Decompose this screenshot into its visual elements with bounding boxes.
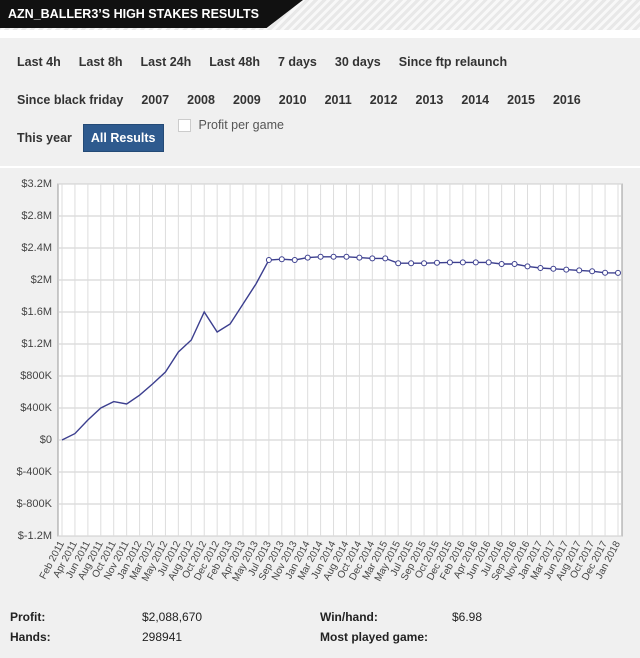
stats: Profit: $2,088,670 Win/hand: $6.98 Hands: 298… — [0, 604, 640, 658]
stat-value: $2,088,670 — [142, 610, 203, 624]
point-marker[interactable] — [459, 259, 466, 266]
y-tick-label: $2M — [31, 274, 52, 286]
point-marker[interactable] — [576, 267, 583, 274]
point-marker[interactable] — [395, 260, 402, 267]
y-tick-label: $0 — [40, 434, 52, 446]
point-marker[interactable] — [472, 259, 479, 266]
filter-row: Last 4h Last 8h Last 24h Last 48h 7 days 30 d… — [10, 49, 518, 75]
y-tick-label: $2.4M — [21, 242, 52, 254]
stat-value: 298941 — [142, 630, 183, 644]
point-marker[interactable] — [511, 261, 518, 267]
filter-button[interactable]: 2015 — [507, 93, 535, 107]
point-marker[interactable] — [408, 260, 415, 267]
stat-label: Profit: — [10, 610, 46, 624]
chart-panel: $-1.2M $-800K $-400K $0 $400K $800K $1.2M $1.6M… — [0, 168, 640, 604]
filter-button[interactable]: 2010 — [278, 93, 307, 107]
point-marker[interactable] — [498, 261, 505, 267]
point-marker[interactable] — [602, 269, 609, 276]
filter-button[interactable]: Last 4h — [17, 55, 61, 69]
filter-panel: Last 4h Last 8h Last 24h Last 48h 7 days 30 d… — [0, 38, 640, 166]
y-tick-label: $800K — [20, 370, 52, 382]
filter-button[interactable]: Last 48h — [209, 55, 260, 69]
filter-button[interactable]: Last 24h — [140, 55, 192, 69]
y-tick-label: $2.8M — [21, 210, 52, 222]
stat-label: Win/hand: — [320, 610, 378, 624]
y-tick-label: $-400K — [17, 466, 53, 478]
point-marker[interactable] — [291, 257, 298, 263]
point-marker[interactable] — [330, 253, 337, 260]
filter-button[interactable]: 2009 — [232, 93, 261, 107]
y-tick-label: $1.2M — [21, 338, 52, 350]
stat-label: Most played game: — [320, 630, 429, 644]
page-title: AZN_BALLER3’S HIGH STAKES RESULTS — [0, 0, 303, 28]
point-marker[interactable] — [550, 265, 557, 272]
point-marker[interactable] — [317, 253, 324, 260]
point-marker[interactable] — [265, 257, 272, 263]
filter-button[interactable]: 2012 — [369, 93, 398, 107]
filter-button[interactable]: Last 8h — [78, 55, 123, 69]
filter-row: Since black friday 2007 2008 2009 2010 2011 20… — [10, 87, 592, 113]
filter-button[interactable]: 2016 — [552, 93, 581, 107]
stat-label: Hands: — [10, 630, 51, 644]
point-marker[interactable] — [563, 266, 570, 273]
filter-row: This year All Results Profit per game — [10, 118, 284, 152]
filter-button[interactable]: 2008 — [187, 93, 215, 107]
point-marker[interactable] — [446, 259, 453, 266]
filter-button[interactable]: Since black friday — [17, 93, 124, 107]
filter-button[interactable]: 2014 — [461, 93, 490, 107]
point-marker[interactable] — [356, 254, 363, 261]
point-marker[interactable] — [589, 268, 596, 275]
checkbox-box[interactable] — [177, 119, 191, 133]
point-marker[interactable] — [433, 259, 440, 266]
header: AZN_BALLER3’S HIGH STAKES RESULTS — [0, 0, 640, 30]
y-tick-label: $400K — [20, 402, 52, 414]
filter-button[interactable]: 7 days — [277, 55, 317, 69]
point-marker[interactable] — [485, 259, 492, 266]
y-tick-label: $1.6M — [21, 306, 52, 318]
point-marker[interactable] — [615, 269, 621, 276]
y-tick-label: $-800K — [17, 498, 53, 510]
filter-button[interactable]: 2011 — [324, 93, 352, 107]
filter-button[interactable]: This year — [17, 131, 72, 145]
filter-button[interactable]: 2007 — [141, 93, 170, 107]
filter-button[interactable]: 30 days — [334, 55, 381, 69]
chart: $-1.2M $-800K $-400K $0 $400K $800K $1.2M $1.6M… — [17, 178, 624, 584]
filter-button[interactable]: All Results — [82, 124, 164, 152]
filter-button[interactable]: Since ftp relaunch — [398, 55, 508, 69]
point-marker[interactable] — [537, 265, 544, 271]
point-marker[interactable] — [278, 256, 285, 263]
y-tick-label: $3.2M — [21, 178, 52, 190]
checkbox-label: Profit per game — [198, 118, 284, 132]
point-marker[interactable] — [304, 254, 311, 261]
filter-button[interactable]: 2013 — [415, 93, 444, 107]
point-marker[interactable] — [343, 253, 350, 260]
point-marker[interactable] — [369, 255, 376, 262]
point-marker[interactable] — [421, 260, 428, 267]
plot-background — [57, 183, 623, 537]
y-tick-label: $-1.2M — [18, 530, 52, 542]
point-marker[interactable] — [382, 255, 389, 262]
checkbox[interactable]: Profit per game — [177, 118, 284, 133]
point-marker[interactable] — [524, 263, 531, 270]
stat-value: $6.98 — [452, 610, 483, 624]
